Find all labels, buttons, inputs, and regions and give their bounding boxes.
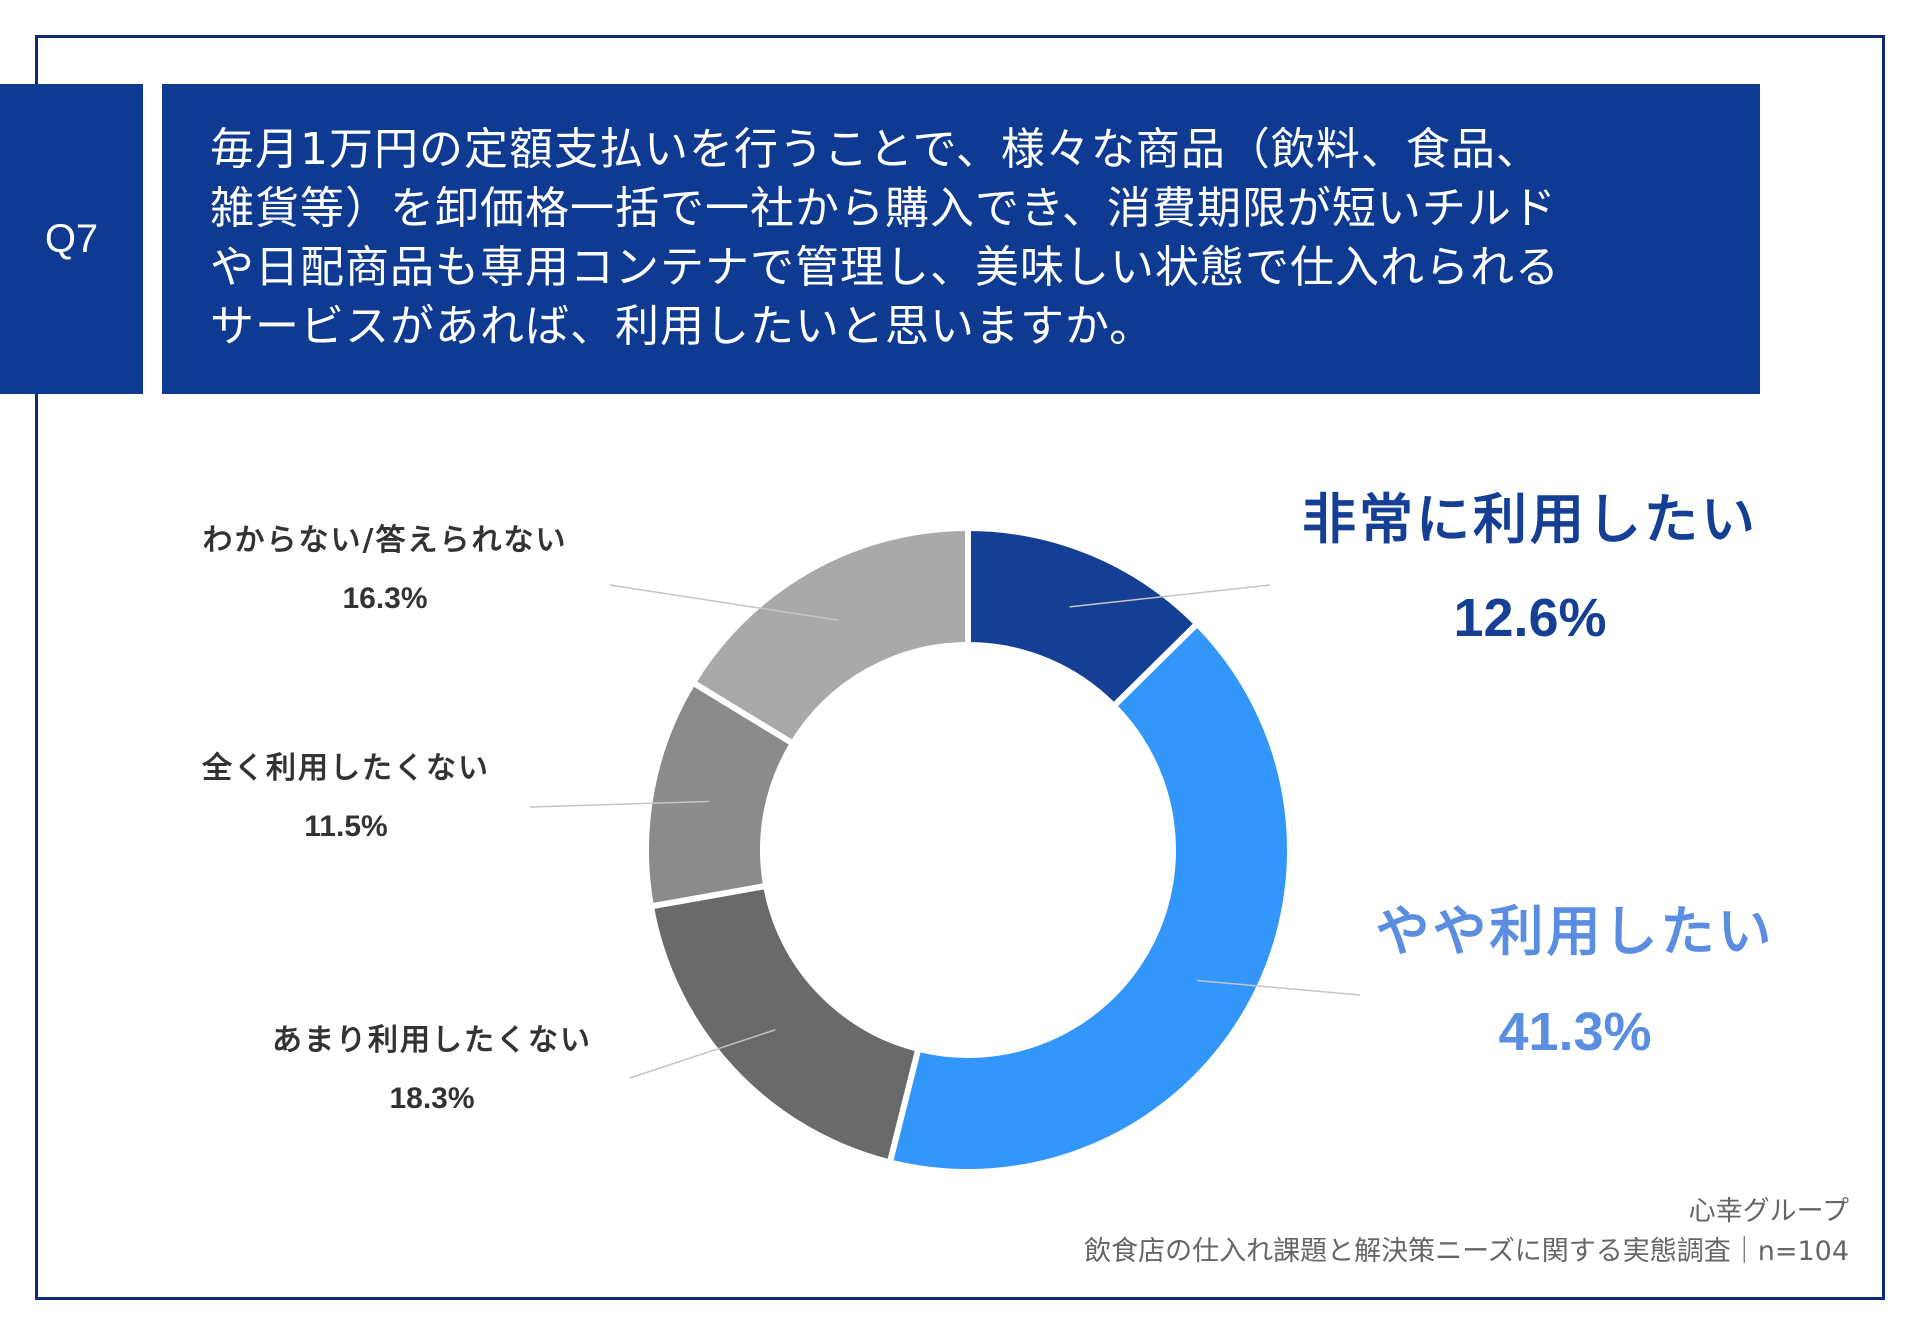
source-footer: 心幸グループ 飲食店の仕入れ課題と解決策ニーズに関する実態調査｜n=104 (1084, 1192, 1849, 1272)
slice-category-label: やや利用したい (1376, 900, 1775, 963)
slice-category-label: 全く利用したくない (201, 751, 490, 786)
donut-slice (886, 619, 1293, 1175)
question-line: 毎月1万円の定額支払いを行うことで、様々な商品（飲料、食品、 (210, 124, 1541, 175)
source-org: 心幸グループ (1688, 1196, 1849, 1227)
question-line: や日配商品も専用コンテナで管理し、美味しい状態で仕入れられる (210, 242, 1560, 293)
slice-value-label: 16.3% (342, 582, 427, 615)
slice-category-label: わからない/答えられない (203, 523, 568, 558)
slice-value-label: 11.5% (304, 810, 387, 843)
leader-line (629, 1029, 776, 1079)
slice-value-label: 18.3% (389, 1082, 474, 1115)
question-box: 毎月1万円の定額支払いを行うことで、様々な商品（飲料、食品、 雑貨等）を卸価格一… (162, 84, 1760, 394)
question-line: 雑貨等）を卸価格一括で一社から購入でき、消費期限が短いチルド (210, 183, 1557, 234)
leader-line (1069, 584, 1271, 608)
leader-line (609, 584, 840, 622)
question-number: Q7 (44, 216, 99, 261)
slice-category-label: 非常に利用したい (1302, 488, 1758, 551)
leader-line (529, 800, 710, 808)
slice-value-label: 12.6% (1453, 588, 1606, 648)
question-number-badge: Q7 (0, 84, 143, 394)
slice-category-label: あまり利用したくない (272, 1023, 592, 1058)
source-survey: 飲食店の仕入れ課題と解決策ニーズに関する実態調査｜n=104 (1084, 1236, 1849, 1267)
question-line: サービスがあれば、利用したいと思いますか。 (210, 301, 1155, 352)
slice-value-label: 41.3% (1498, 1002, 1651, 1062)
leader-line (1196, 979, 1361, 996)
donut-slice (688, 524, 971, 748)
donut-slice (647, 882, 922, 1167)
